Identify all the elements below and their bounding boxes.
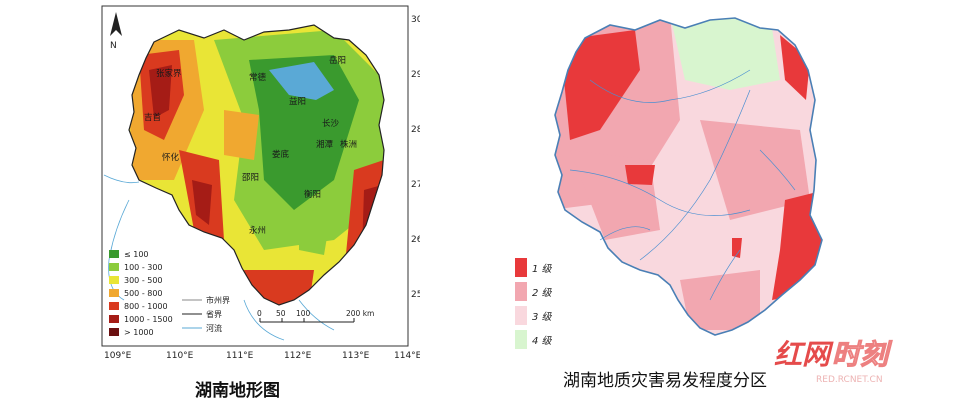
svg-text:0: 0 — [257, 309, 262, 318]
svg-text:河流: 河流 — [206, 323, 222, 333]
legend-swatch — [109, 250, 119, 258]
svg-text:113°E: 113°E — [342, 351, 370, 361]
line-legend: 市州界 省界 河流 — [182, 295, 230, 333]
hazard-map-caption: 湖南地质灾害易发程度分区 — [563, 371, 767, 391]
svg-text:112°E: 112°E — [284, 351, 312, 361]
svg-text:25°N: 25°N — [411, 290, 420, 300]
city-zhangjiajie: 张家界 — [156, 68, 182, 79]
svg-text:1000 - 1500: 1000 - 1500 — [124, 315, 173, 324]
city-jishou: 吉首 — [144, 112, 162, 123]
svg-text:100: 100 — [296, 309, 311, 318]
svg-text:50: 50 — [276, 309, 286, 318]
svg-text:RED.RCNET.CN: RED.RCNET.CN — [816, 375, 883, 385]
city-shaoyang: 邵阳 — [242, 173, 259, 183]
svg-text:1 级: 1 级 — [532, 263, 553, 275]
legend-swatch — [109, 289, 119, 297]
legend-swatch — [515, 258, 527, 277]
city-yueyang: 岳阳 — [329, 55, 346, 66]
legend-swatch — [109, 328, 119, 336]
hazard-zoning-map: 1 级 2 级 3 级 4 级 — [515, 17, 823, 349]
city-huaihua: 怀化 — [162, 152, 180, 163]
city-xiangtan: 湘潭 — [316, 139, 334, 150]
city-loudi: 娄底 — [272, 149, 290, 160]
city-yiyang: 益阳 — [289, 96, 306, 107]
svg-text:N: N — [110, 41, 117, 51]
terrain-map: N 30°N 29°N 28°N 27°N 26°N 25°N 109°E 11… — [101, 5, 420, 361]
svg-text:27°N: 27°N — [411, 180, 420, 190]
legend-swatch — [109, 263, 119, 271]
terrain-map-caption: 湖南地形图 — [195, 381, 280, 401]
svg-text:4 级: 4 级 — [532, 335, 553, 347]
city-changsha: 长沙 — [322, 118, 340, 129]
svg-text:100 - 300: 100 - 300 — [124, 263, 163, 272]
latitude-labels: 30°N 29°N 28°N 27°N 26°N 25°N — [411, 15, 420, 300]
svg-text:111°E: 111°E — [226, 351, 254, 361]
svg-text:省界: 省界 — [206, 309, 222, 319]
svg-text:30°N: 30°N — [411, 15, 420, 25]
svg-text:29°N: 29°N — [411, 70, 420, 80]
svg-text:市州界: 市州界 — [206, 295, 230, 305]
svg-text:红网: 红网 — [774, 338, 834, 371]
svg-text:800 - 1000: 800 - 1000 — [124, 302, 168, 311]
elevation-legend: ≤ 100 100 - 300 300 - 500 500 - 800 800 … — [109, 250, 173, 337]
svg-text:2 级: 2 级 — [532, 287, 553, 299]
legend-swatch — [515, 282, 527, 301]
longitude-labels: 109°E 110°E 111°E 112°E 113°E 114°E — [104, 351, 420, 361]
svg-text:114°E: 114°E — [394, 351, 420, 361]
svg-text:300 - 500: 300 - 500 — [124, 276, 163, 285]
hazard-legend: 1 级 2 级 3 级 4 级 — [515, 258, 553, 349]
city-labels: 张家界 常德 岳阳 益阳 吉首 长沙 怀化 娄底 湘潭 株洲 邵阳 衡阳 永州 — [144, 55, 357, 236]
svg-text:109°E: 109°E — [104, 351, 132, 361]
svg-text:200 km: 200 km — [346, 309, 374, 318]
svg-text:500 - 800: 500 - 800 — [124, 289, 163, 298]
scale-bar: 0 50 100 200 km — [257, 309, 374, 323]
svg-text:28°N: 28°N — [411, 125, 420, 135]
svg-text:≤ 100: ≤ 100 — [124, 250, 149, 259]
svg-text:3 级: 3 级 — [532, 311, 553, 323]
legend-swatch — [109, 315, 119, 323]
city-yongzhou: 永州 — [249, 225, 266, 236]
legend-swatch — [109, 302, 119, 310]
city-hengyang: 衡阳 — [304, 189, 321, 200]
river-network — [569, 69, 796, 301]
city-changde: 常德 — [249, 72, 267, 83]
city-zhuzhou: 株洲 — [340, 139, 357, 150]
legend-swatch — [109, 276, 119, 284]
redweb-watermark-logo: 红网 时刻 RED.RCNET.CN — [774, 338, 894, 386]
svg-text:26°N: 26°N — [411, 235, 420, 245]
svg-text:> 1000: > 1000 — [124, 328, 154, 337]
legend-swatch — [515, 306, 527, 325]
north-arrow: N — [110, 12, 122, 51]
svg-text:110°E: 110°E — [166, 351, 194, 361]
hazard-fill — [555, 18, 822, 335]
svg-text:时刻: 时刻 — [832, 338, 893, 371]
legend-swatch — [515, 330, 527, 349]
